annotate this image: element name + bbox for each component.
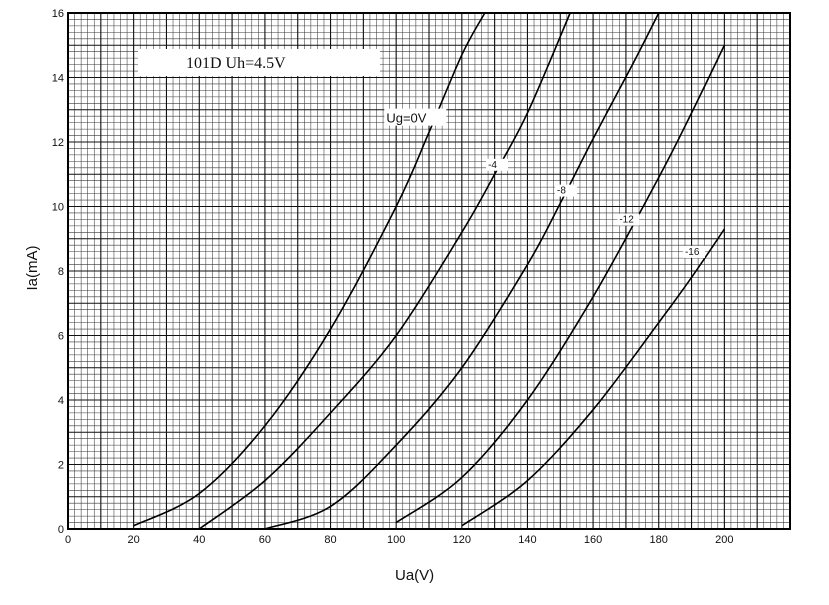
curve-labels: Ug=0V -4 -8 -12 -16 <box>384 108 705 258</box>
y-tick-label: 4 <box>58 395 64 407</box>
curve-line-1 <box>198 12 571 530</box>
curve-label-0: Ug=0V <box>386 111 426 126</box>
x-tick-label: 160 <box>584 534 602 546</box>
curve-label-2: -8 <box>557 186 566 197</box>
curve-line-4 <box>461 228 726 527</box>
y-tick-label: 14 <box>52 73 64 85</box>
title-box <box>138 49 380 76</box>
x-tick-label: 40 <box>193 534 205 546</box>
y-axis-label: Ia(mA) <box>24 245 41 290</box>
curve-label-4: -16 <box>685 247 700 258</box>
curve-line-0 <box>133 12 486 527</box>
x-tick-label: 20 <box>128 534 140 546</box>
x-tick-label: 60 <box>259 534 271 546</box>
curve-label-1: -4 <box>488 160 497 171</box>
curve-line-3 <box>395 44 726 524</box>
curves <box>133 12 726 530</box>
x-axis-label: Ua(V) <box>395 567 434 584</box>
x-tick-label: 100 <box>387 534 405 546</box>
x-tick-label: 0 <box>65 534 71 546</box>
x-tick-label: 140 <box>518 534 536 546</box>
curve-label-bg <box>384 108 447 126</box>
plot-frame <box>67 12 791 530</box>
y-tick-label: 0 <box>58 524 64 536</box>
x-tick-label: 200 <box>715 534 733 546</box>
curve-label-bg <box>617 213 640 226</box>
y-tick-labels: 0 2 4 6 8 10 12 14 16 <box>52 8 64 536</box>
y-tick-label: 2 <box>58 460 64 472</box>
curve-label-3: -12 <box>619 215 634 226</box>
y-tick-label: 6 <box>58 331 64 343</box>
x-tick-label: 120 <box>453 534 471 546</box>
curve-label-bg <box>486 158 509 171</box>
y-tick-label: 16 <box>52 8 64 20</box>
x-tick-label: 80 <box>324 534 336 546</box>
x-tick-label: 180 <box>650 534 668 546</box>
y-tick-label: 8 <box>58 266 64 278</box>
curve-label-bg <box>554 184 577 197</box>
y-tick-label: 12 <box>52 137 64 149</box>
chart-title: 101D Uh=4.5V <box>186 55 286 72</box>
x-tick-labels: 0 20 40 60 80 100 120 140 160 180 200 <box>65 534 734 546</box>
curve-line-2 <box>264 12 660 530</box>
curve-label-bg <box>682 245 705 258</box>
y-tick-label: 10 <box>52 202 64 214</box>
